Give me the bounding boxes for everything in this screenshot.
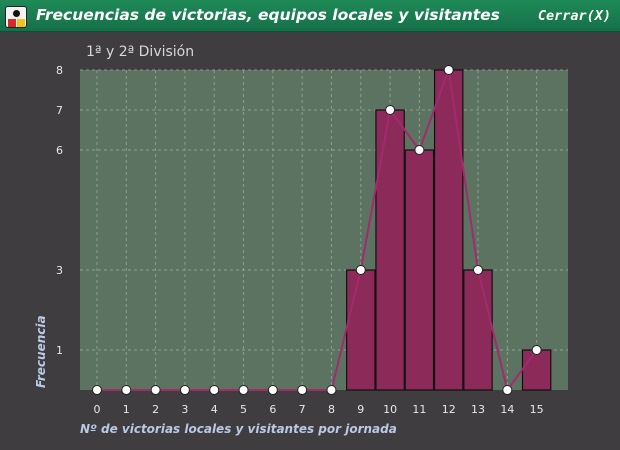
x-tick-0: 0 xyxy=(93,403,100,416)
point-2 xyxy=(150,385,161,395)
point-0 xyxy=(91,385,102,395)
x-tick-15: 15 xyxy=(530,403,544,416)
x-tick-1: 1 xyxy=(123,403,130,416)
x-tick-labels: 0 1 2 3 4 5 6 7 8 9 10 11 12 13 14 15 xyxy=(93,403,543,416)
x-tick-3: 3 xyxy=(181,403,188,416)
point-8 xyxy=(326,385,337,395)
point-4 xyxy=(209,385,220,395)
x-tick-14: 14 xyxy=(500,403,514,416)
frequency-line xyxy=(96,69,538,393)
point-13 xyxy=(473,265,484,275)
x-tick-13: 13 xyxy=(471,403,485,416)
y-tick-6: 6 xyxy=(56,144,63,157)
bar-15 xyxy=(521,349,552,391)
x-axis-label: Nº de victorias locales y visitantes por… xyxy=(80,422,397,436)
bar-10 xyxy=(375,109,405,391)
point-11 xyxy=(414,145,425,155)
point-14 xyxy=(502,385,513,395)
point-9 xyxy=(355,265,366,275)
point-7 xyxy=(297,385,308,395)
window-title: Frecuencias de victorias, equipos locale… xyxy=(36,6,500,24)
x-tick-6: 6 xyxy=(269,403,276,416)
y-tick-labels: 1 3 6 7 8 xyxy=(56,64,63,357)
y-tick-8: 8 xyxy=(56,64,63,77)
markers xyxy=(91,65,542,395)
point-1 xyxy=(121,385,132,395)
bar-9 xyxy=(346,269,376,391)
y-axis-label: Frecuencia xyxy=(34,315,48,388)
point-12 xyxy=(443,65,454,75)
x-tick-5: 5 xyxy=(240,403,247,416)
x-tick-10: 10 xyxy=(383,403,397,416)
y-tick-7: 7 xyxy=(56,104,63,117)
y-tick-3: 3 xyxy=(56,264,63,277)
bar-13 xyxy=(463,269,493,391)
window-titlebar: Frecuencias de victorias, equipos locale… xyxy=(0,0,620,32)
chart-title: 1ª y 2ª División xyxy=(86,44,195,60)
point-15 xyxy=(531,345,542,355)
bar-11 xyxy=(404,149,435,391)
y-tick-1: 1 xyxy=(56,344,63,357)
point-6 xyxy=(267,385,278,395)
close-button[interactable]: Cerrar(X) xyxy=(537,8,611,24)
x-tick-4: 4 xyxy=(211,403,218,416)
x-tick-9: 9 xyxy=(357,403,364,416)
point-3 xyxy=(179,385,190,395)
point-10 xyxy=(385,105,396,115)
bar-12 xyxy=(433,69,464,391)
x-tick-11: 11 xyxy=(412,403,426,416)
x-tick-8: 8 xyxy=(328,403,335,416)
app-logo-icon xyxy=(5,6,27,28)
x-tick-12: 12 xyxy=(442,403,456,416)
x-tick-7: 7 xyxy=(299,403,306,416)
x-tick-2: 2 xyxy=(152,403,159,416)
point-5 xyxy=(238,385,249,395)
